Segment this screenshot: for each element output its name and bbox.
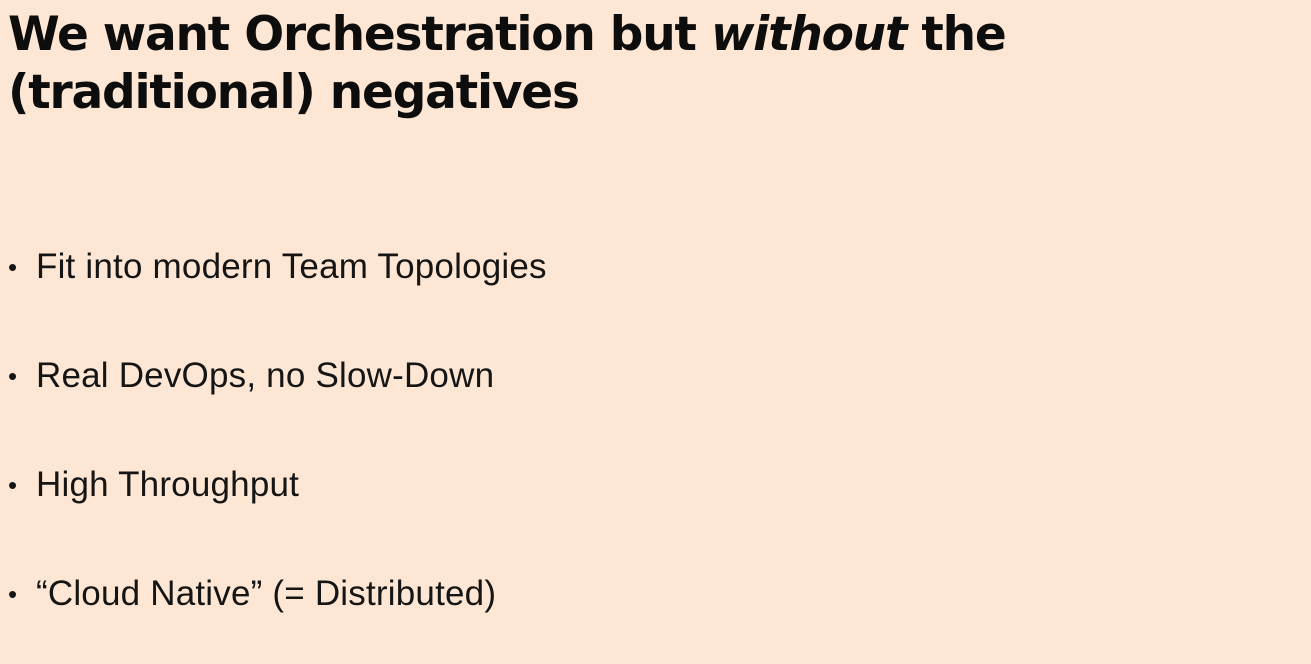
bullet-text: Real DevOps, no Slow-Down xyxy=(36,356,495,395)
slide-title-emphasis: without xyxy=(710,7,907,62)
bullet-dot-icon: • xyxy=(8,361,18,391)
bullet-item-devops: • Real DevOps, no Slow-Down xyxy=(8,349,547,403)
bullet-text: “Cloud Native” (= Distributed) xyxy=(36,574,497,613)
bullet-dot-icon: • xyxy=(8,252,18,282)
bullet-text: Fit into modern Team Topologies xyxy=(36,247,547,286)
slide-title-part2: the (traditional) negatives xyxy=(8,7,1007,120)
bullet-dot-icon: • xyxy=(8,470,18,500)
bullet-item-team-topologies: • Fit into modern Team Topologies xyxy=(8,240,547,294)
bullet-item-cloud-native: • “Cloud Native” (= Distributed) xyxy=(8,567,547,621)
slide-title: We want Orchestration but without the (t… xyxy=(8,6,1298,122)
bullet-dot-icon: • xyxy=(8,579,18,609)
slide-title-part1: We want Orchestration but xyxy=(8,7,711,62)
bullet-list: • Fit into modern Team Topologies • Real… xyxy=(8,240,547,621)
bullet-item-throughput: • High Throughput xyxy=(8,458,547,512)
bullet-text: High Throughput xyxy=(36,465,300,504)
